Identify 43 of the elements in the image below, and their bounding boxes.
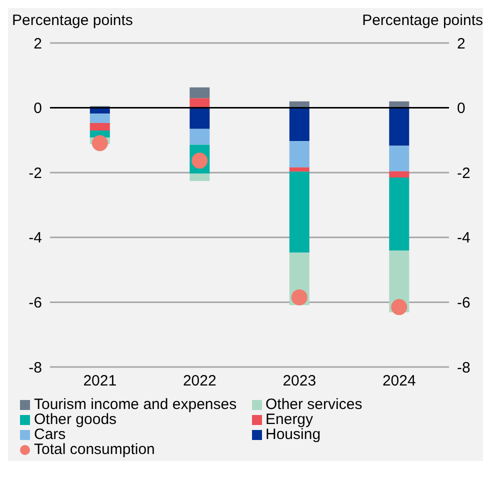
bar bbox=[389, 108, 410, 146]
bar bbox=[190, 87, 210, 98]
bar bbox=[90, 123, 110, 130]
x-tick-label: 2024 bbox=[382, 372, 416, 390]
bar bbox=[289, 108, 310, 142]
y2-tick-label: -2 bbox=[457, 164, 470, 182]
legend-label: Tourism income and expenses bbox=[34, 396, 237, 413]
y-tick-label: 0 bbox=[34, 100, 42, 118]
y2-tick-label: 0 bbox=[457, 100, 466, 118]
point bbox=[291, 289, 308, 306]
y2-tick-label: -4 bbox=[457, 230, 470, 247]
y-tick-label: -8 bbox=[28, 359, 42, 376]
legend-label: Other services bbox=[266, 396, 362, 413]
bar bbox=[389, 146, 410, 172]
bar bbox=[190, 174, 210, 182]
legend-label: Housing bbox=[266, 426, 321, 443]
y2-tick-label: -8 bbox=[457, 359, 470, 376]
bar bbox=[389, 171, 410, 178]
legend-label: Energy bbox=[266, 411, 314, 428]
y2-axis-title: Percentage points bbox=[362, 12, 483, 29]
y-tick-label: -2 bbox=[28, 164, 42, 182]
bar bbox=[190, 98, 210, 108]
bar bbox=[190, 108, 210, 129]
x-tick-label: 2023 bbox=[282, 372, 316, 390]
x-tick-label: 2022 bbox=[182, 372, 216, 390]
bar bbox=[289, 167, 310, 172]
bar bbox=[289, 141, 310, 168]
x-tick-label: 2021 bbox=[83, 372, 117, 390]
y2-tick-label: -6 bbox=[457, 294, 470, 312]
bar bbox=[389, 177, 410, 251]
y2-tick-label: 2 bbox=[457, 35, 466, 52]
legend-label: Other goods bbox=[34, 411, 117, 428]
point bbox=[92, 135, 108, 152]
bar bbox=[90, 114, 110, 124]
y-tick-label: -6 bbox=[28, 294, 42, 312]
point bbox=[391, 299, 408, 316]
bar bbox=[190, 128, 210, 145]
y-axis-title: Percentage points bbox=[12, 12, 133, 29]
legend-label: Total consumption bbox=[34, 441, 155, 458]
y-tick-label: -4 bbox=[28, 230, 42, 247]
legend-label: Cars bbox=[34, 426, 66, 443]
bar bbox=[289, 172, 310, 253]
y-tick-label: 2 bbox=[34, 35, 42, 52]
